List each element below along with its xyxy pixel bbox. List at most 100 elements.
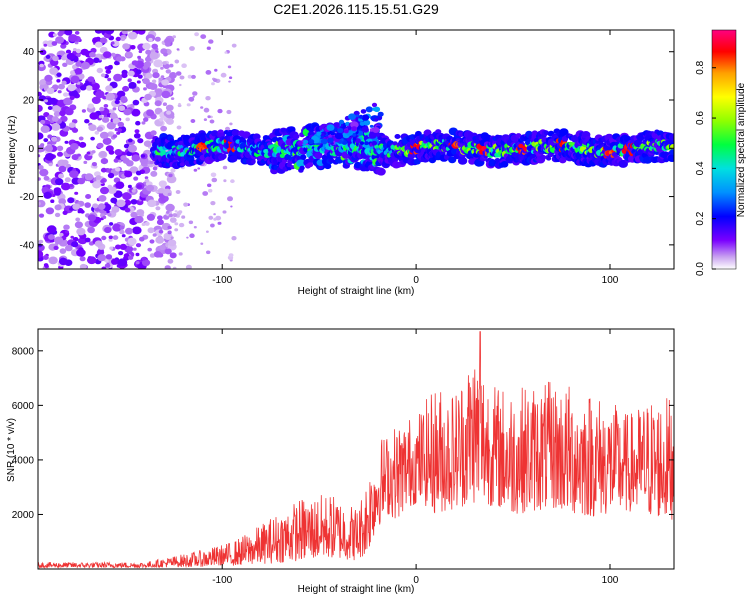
heatmap-cell <box>361 114 370 121</box>
heatmap-cell <box>178 222 185 228</box>
heatmap-cell <box>107 213 112 217</box>
heatmap-cell <box>169 138 175 142</box>
heatmap-cell <box>205 70 212 75</box>
heatmap-cell <box>144 93 152 101</box>
heatmap-cell <box>168 230 172 234</box>
heatmap-cell <box>154 100 162 107</box>
heatmap-cell <box>123 108 132 116</box>
heatmap-cell <box>69 170 79 179</box>
heatmap-cell <box>155 206 161 211</box>
heatmap-cell <box>359 141 365 146</box>
heatmap-cell <box>144 176 149 180</box>
spectrogram-x-tick-label: -100 <box>212 275 232 286</box>
heatmap-cell <box>107 77 112 82</box>
heatmap-cell <box>168 213 174 218</box>
heatmap-cell <box>115 167 121 172</box>
heatmap-cell <box>160 66 164 70</box>
heatmap-cell <box>63 224 70 230</box>
heatmap-cell <box>133 176 139 181</box>
heatmap-cell <box>111 258 119 265</box>
heatmap-cell <box>58 173 65 179</box>
heatmap-cell <box>62 210 68 215</box>
heatmap-cell <box>368 131 377 139</box>
heatmap-cell <box>231 236 237 241</box>
heatmap-cell <box>50 136 58 142</box>
heatmap-cell <box>114 99 120 105</box>
heatmap-cell <box>38 145 45 153</box>
heatmap-cell <box>166 110 172 115</box>
heatmap-cell <box>208 39 214 44</box>
heatmap-cell <box>74 221 83 229</box>
heatmap-cell <box>371 102 378 108</box>
heatmap-cell <box>127 184 132 189</box>
heatmap-cell <box>100 179 105 184</box>
heatmap-cell <box>669 149 674 155</box>
heatmap-cell <box>127 237 137 246</box>
heatmap-cell <box>147 227 155 234</box>
heatmap-cell <box>38 154 41 158</box>
heatmap-cell <box>143 117 149 122</box>
heatmap-cell <box>192 91 198 96</box>
heatmap-cell <box>87 226 95 234</box>
heatmap-cell <box>160 75 165 79</box>
heatmap-cell <box>135 261 140 265</box>
heatmap-cell <box>149 83 158 90</box>
heatmap-cell <box>79 85 87 91</box>
heatmap-cell <box>320 138 328 145</box>
heatmap-cell <box>114 128 119 132</box>
heatmap-cell <box>78 237 87 245</box>
heatmap-cell <box>136 209 145 216</box>
heatmap-cell <box>149 52 159 60</box>
colorbar-gradient <box>711 29 737 270</box>
heatmap-cell <box>110 197 118 204</box>
heatmap-cell <box>206 230 209 233</box>
heatmap-cell <box>107 186 117 194</box>
heatmap-cell <box>468 158 476 165</box>
heatmap-cell <box>111 206 120 213</box>
heatmap-cell <box>114 149 123 156</box>
heatmap-cell <box>127 70 135 77</box>
heatmap-cell <box>163 52 168 57</box>
heatmap-cell <box>194 32 200 37</box>
heatmap-cell <box>229 122 233 126</box>
heatmap-cell <box>327 137 334 143</box>
heatmap-cell <box>53 187 62 194</box>
spectrogram-panel: -100 0 100 -40 -20 0 20 40 Height of straight … <box>7 29 675 297</box>
heatmap-cell <box>94 30 103 34</box>
heatmap-cell <box>55 178 64 186</box>
heatmap-cell <box>137 55 142 60</box>
heatmap-cell <box>200 242 204 245</box>
heatmap-cell <box>40 143 45 147</box>
heatmap-cell <box>107 172 115 179</box>
heatmap-cell <box>116 90 126 98</box>
snr-y-tick-label: 8000 <box>12 346 35 357</box>
heatmap-cell <box>138 50 143 54</box>
snr-y-tick-label: 6000 <box>12 401 35 412</box>
heatmap-cell <box>96 142 104 149</box>
heatmap-cell <box>172 35 176 39</box>
heatmap-cell <box>38 177 41 181</box>
heatmap-cell <box>170 97 175 100</box>
heatmap-cell <box>39 49 47 55</box>
heatmap-cell <box>63 97 73 106</box>
heatmap-cell <box>116 131 121 135</box>
heatmap-cell <box>87 214 97 222</box>
heatmap-cell <box>99 151 107 157</box>
heatmap-cell <box>135 252 140 257</box>
heatmap-cell <box>130 199 138 205</box>
colorbar-tick-label: 0.6 <box>695 111 706 125</box>
heatmap-cell <box>293 133 300 140</box>
heatmap-cell <box>176 48 180 51</box>
heatmap-cell <box>52 33 57 37</box>
heatmap-cell <box>141 256 147 261</box>
heatmap-cell <box>169 63 174 68</box>
heatmap-cell <box>181 215 186 219</box>
heatmap-cell <box>307 162 314 168</box>
heatmap-cell <box>118 251 124 256</box>
heatmap-cell <box>59 110 66 117</box>
heatmap-cell <box>38 104 43 113</box>
heatmap-cell <box>207 115 211 119</box>
heatmap-cell <box>104 226 112 234</box>
heatmap-cell <box>208 215 214 220</box>
heatmap-cell <box>101 266 107 269</box>
